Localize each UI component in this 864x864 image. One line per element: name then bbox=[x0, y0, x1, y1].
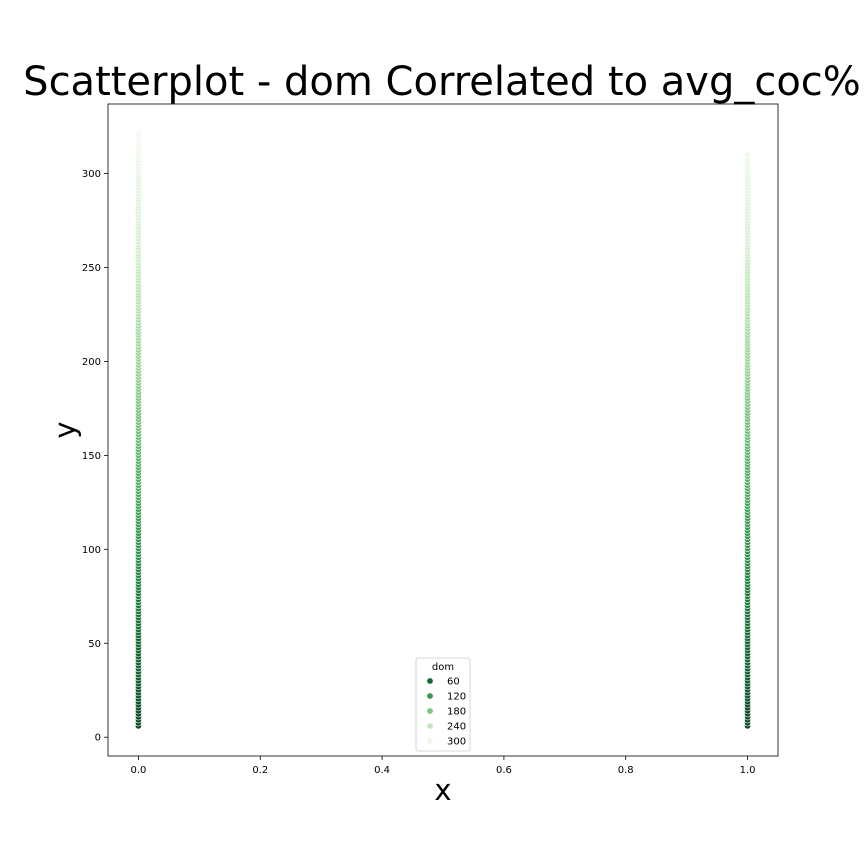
legend-marker bbox=[426, 692, 434, 700]
legend-marker bbox=[426, 737, 434, 745]
y-tick-label: 0 bbox=[95, 733, 101, 744]
plot-frame bbox=[107, 103, 779, 757]
x-tick-label: 0.0 bbox=[131, 765, 147, 776]
x-tick-label: 1.0 bbox=[740, 765, 756, 776]
legend-label: 60 bbox=[447, 677, 460, 688]
legend-label: 240 bbox=[447, 722, 466, 733]
y-tick-label: 250 bbox=[82, 263, 101, 274]
data-point bbox=[135, 130, 142, 138]
x-tick-label: 0.8 bbox=[618, 765, 634, 776]
x-tick-label: 0.6 bbox=[496, 765, 512, 776]
y-axis-label: y bbox=[48, 421, 82, 438]
legend-label: 300 bbox=[447, 737, 466, 748]
legend-title: dom bbox=[432, 662, 454, 673]
y-tick-label: 150 bbox=[82, 451, 101, 462]
legend-marker bbox=[426, 722, 434, 730]
y-tick-label: 200 bbox=[82, 357, 101, 368]
y-tick-label: 300 bbox=[82, 169, 101, 180]
x-tick-label: 0.2 bbox=[252, 765, 268, 776]
legend-marker bbox=[426, 707, 434, 715]
chart-title: Scatterplot - dom Correlated to avg_coc% bbox=[23, 59, 861, 105]
data-points bbox=[135, 130, 751, 730]
y-tick-label: 100 bbox=[82, 545, 101, 556]
legend-label: 120 bbox=[447, 692, 466, 703]
legend: dom 60 120 180 240 300 bbox=[415, 657, 471, 752]
y-axis-ticks: 0 50 100 150 200 250 300 bbox=[82, 169, 108, 744]
y-tick-label: 50 bbox=[88, 639, 101, 650]
legend-marker bbox=[426, 677, 434, 685]
legend-label: 180 bbox=[447, 707, 466, 718]
x-tick-label: 0.4 bbox=[374, 765, 390, 776]
x-axis-label: x bbox=[434, 773, 451, 807]
x-axis-ticks: 0.0 0.2 0.4 0.6 0.8 1.0 bbox=[131, 756, 756, 776]
data-point bbox=[744, 151, 751, 159]
